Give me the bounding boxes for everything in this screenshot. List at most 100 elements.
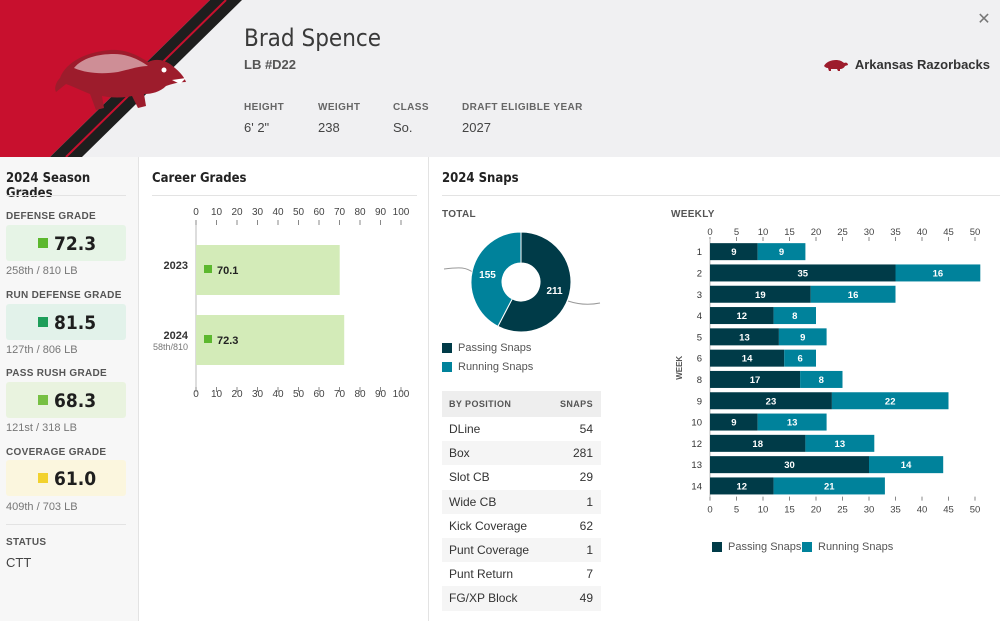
weekly-running-value: 8 — [792, 311, 797, 322]
career-divider — [152, 195, 417, 196]
career-top-tick-label: 50 — [293, 207, 305, 218]
close-icon: ✕ — [977, 11, 991, 28]
weekly-top-tick-label: 20 — [811, 227, 822, 238]
career-grade-bar — [196, 315, 345, 365]
status-label: STATUS — [6, 537, 47, 548]
career-bottom-tick-label: 50 — [293, 389, 305, 400]
close-button[interactable]: ✕ — [976, 12, 992, 28]
weekly-passing-value: 12 — [737, 481, 748, 492]
snaps-by-position-table: BY POSITION SNAPS DLine 54 Box 281 Slot CB… — [442, 391, 601, 611]
total-snaps-donut: 211 155 — [443, 231, 601, 333]
career-grades-title: Career Grades — [152, 171, 247, 186]
weekly-bottom-tick-label: 45 — [943, 505, 954, 516]
career-bottom-tick-label: 10 — [211, 389, 223, 400]
weekly-running-legend-label: Running Snaps — [818, 541, 894, 553]
weekly-running-bar — [784, 349, 816, 367]
weekly-running-value: 14 — [901, 460, 912, 471]
weekly-bottom-tick-label: 15 — [784, 505, 795, 516]
snaps-panel: 2024 Snaps TOTAL 211 155 Passing Snaps Ru… — [430, 157, 1000, 621]
weekly-passing-value: 23 — [766, 396, 777, 407]
position-name: Box — [442, 441, 545, 466]
table-row: Punt Return 7 — [442, 562, 601, 586]
defense-grade-square — [38, 238, 48, 248]
career-top-tick-label: 10 — [211, 207, 223, 218]
weekly-bottom-tick-label: 30 — [864, 505, 875, 516]
status-value: CTT — [6, 555, 32, 570]
passing-leader-line — [567, 300, 601, 305]
weekly-week-label: 4 — [697, 311, 702, 322]
weekly-running-bar — [831, 392, 949, 410]
weekly-passing-bar — [710, 243, 758, 261]
running-swatch — [442, 362, 452, 372]
weekly-running-bar — [805, 434, 875, 452]
player-position-number: LB #D22 — [244, 57, 297, 72]
career-year-label: 2024 — [164, 330, 189, 342]
snaps-divider — [442, 195, 1000, 196]
weekly-running-swatch — [802, 542, 812, 552]
career-year-rank-label: 58th/810 — [153, 342, 188, 352]
bio-height: HEIGHT 6' 2" — [244, 102, 284, 135]
career-grade-square — [204, 335, 212, 343]
position-snaps: 1 — [544, 489, 601, 514]
weekly-running-value: 16 — [848, 290, 859, 301]
position-snaps: 1 — [544, 537, 601, 563]
total-label: TOTAL — [442, 209, 476, 220]
weekly-passing-legend-label: Passing Snaps — [728, 541, 802, 553]
weekly-running-bar — [895, 264, 981, 282]
table-row: Wide CB 1 — [442, 489, 601, 514]
weekly-running-bar — [773, 477, 885, 495]
bio-class: CLASS So. — [393, 102, 429, 135]
career-top-tick-label: 100 — [393, 207, 410, 218]
career-top-tick-label: 20 — [231, 207, 243, 218]
pass-rush-grade-value: 68.3 — [54, 390, 97, 412]
pass-rush-grade-rank: 121st / 318 LB — [6, 422, 77, 434]
position-snaps: 54 — [579, 422, 593, 437]
running-snaps-value: 155 — [479, 270, 496, 281]
weekly-running-value: 9 — [779, 247, 784, 258]
position-column-header: BY POSITION — [442, 391, 545, 417]
position-name: Slot CB — [449, 470, 490, 485]
weekly-running-bar — [800, 370, 843, 388]
position-snaps: 62 — [579, 518, 593, 533]
weekly-top-tick-label: 45 — [943, 227, 954, 238]
run-defense-grade-rank: 127th / 806 LB — [6, 344, 78, 356]
position-snaps: 29 — [579, 470, 593, 485]
table-row: Punt Coverage 1 — [442, 537, 601, 563]
run-defense-grade-box: 81.5 — [6, 304, 126, 340]
weekly-passing-bar — [710, 392, 832, 410]
weekly-running-value: 16 — [933, 268, 944, 279]
career-bottom-tick-label: 100 — [393, 389, 410, 400]
coverage-grade-square — [38, 473, 48, 483]
weekly-week-label: 8 — [697, 375, 702, 386]
razorback-hog-icon — [55, 49, 186, 110]
weekly-label: WEEKLY — [671, 209, 715, 220]
weekly-passing-value: 9 — [731, 418, 736, 429]
weekly-running-bar — [773, 307, 816, 325]
career-top-tick-label: 30 — [252, 207, 264, 218]
team-link[interactable]: Arkansas Razorbacks — [823, 57, 990, 72]
coverage-grade-box: 61.0 — [6, 460, 126, 496]
table-row: DLine 54 — [442, 417, 601, 441]
table-header-row: BY POSITION SNAPS — [442, 391, 601, 417]
weekly-passing-bar — [710, 434, 806, 452]
team-hog-icon — [823, 59, 848, 71]
career-bottom-tick-label: 90 — [375, 389, 387, 400]
weekly-top-tick-label: 35 — [890, 227, 901, 238]
run-defense-grade-value: 81.5 — [54, 312, 97, 334]
position-snaps: 281 — [544, 441, 601, 466]
weekly-week-label: 1 — [697, 247, 702, 258]
weekly-running-value: 13 — [787, 418, 798, 429]
running-leader-line — [443, 267, 475, 274]
career-grade-label: 70.1 — [217, 265, 238, 277]
bio-height-label: HEIGHT — [244, 102, 285, 113]
defense-grade-rank: 258th / 810 LB — [6, 265, 78, 277]
weekly-running-bar — [869, 456, 944, 474]
weekly-top-tick-label: 5 — [734, 227, 739, 238]
defense-grade-label: DEFENSE GRADE — [6, 211, 97, 222]
weekly-passing-bar — [710, 328, 779, 346]
season-grades-title: 2024 Season Grades — [6, 171, 91, 201]
snaps-column-header: SNAPS — [544, 391, 601, 417]
donut-legend-passing: Passing Snaps — [442, 342, 531, 354]
position-name: Punt Coverage — [442, 537, 545, 563]
position-name: Kick Coverage — [449, 518, 528, 533]
